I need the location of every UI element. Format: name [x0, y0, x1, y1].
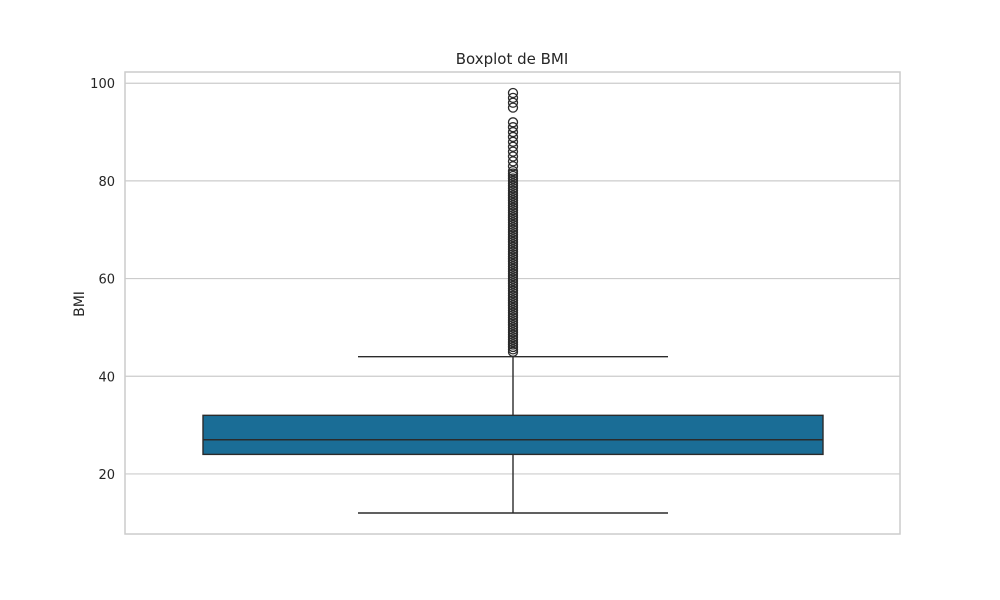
outlier-point [507, 136, 519, 147]
y-tick-label-80: 80 [98, 175, 115, 190]
iqr-box [202, 414, 824, 456]
y-axis-label: BMI [72, 291, 88, 317]
outlier-point [507, 92, 519, 104]
outlier-point [507, 151, 519, 162]
y-axis-ticks: 20 40 60 80 100 [90, 77, 115, 483]
y-tick-label-100: 100 [90, 77, 115, 92]
outlier-point [507, 165, 519, 177]
outlier-point [507, 87, 519, 99]
outlier-point [507, 102, 519, 113]
outlier-point [507, 161, 519, 172]
box-and-whiskers [202, 356, 824, 514]
outlier-point [507, 141, 519, 152]
outlier-points [507, 87, 519, 357]
outlier-point [507, 156, 519, 167]
outlier-point [507, 146, 519, 157]
chart-title: Boxplot de BMI [456, 50, 569, 68]
outlier-point [507, 126, 519, 138]
plot-frame [124, 71, 901, 535]
y-tick-label-40: 40 [98, 370, 115, 385]
outlier-point [507, 117, 519, 128]
outlier-point [507, 131, 519, 143]
outlier-point [507, 122, 519, 133]
y-tick-label-60: 60 [98, 273, 115, 288]
y-tick-label-20: 20 [98, 468, 115, 483]
outlier-point [507, 97, 519, 108]
